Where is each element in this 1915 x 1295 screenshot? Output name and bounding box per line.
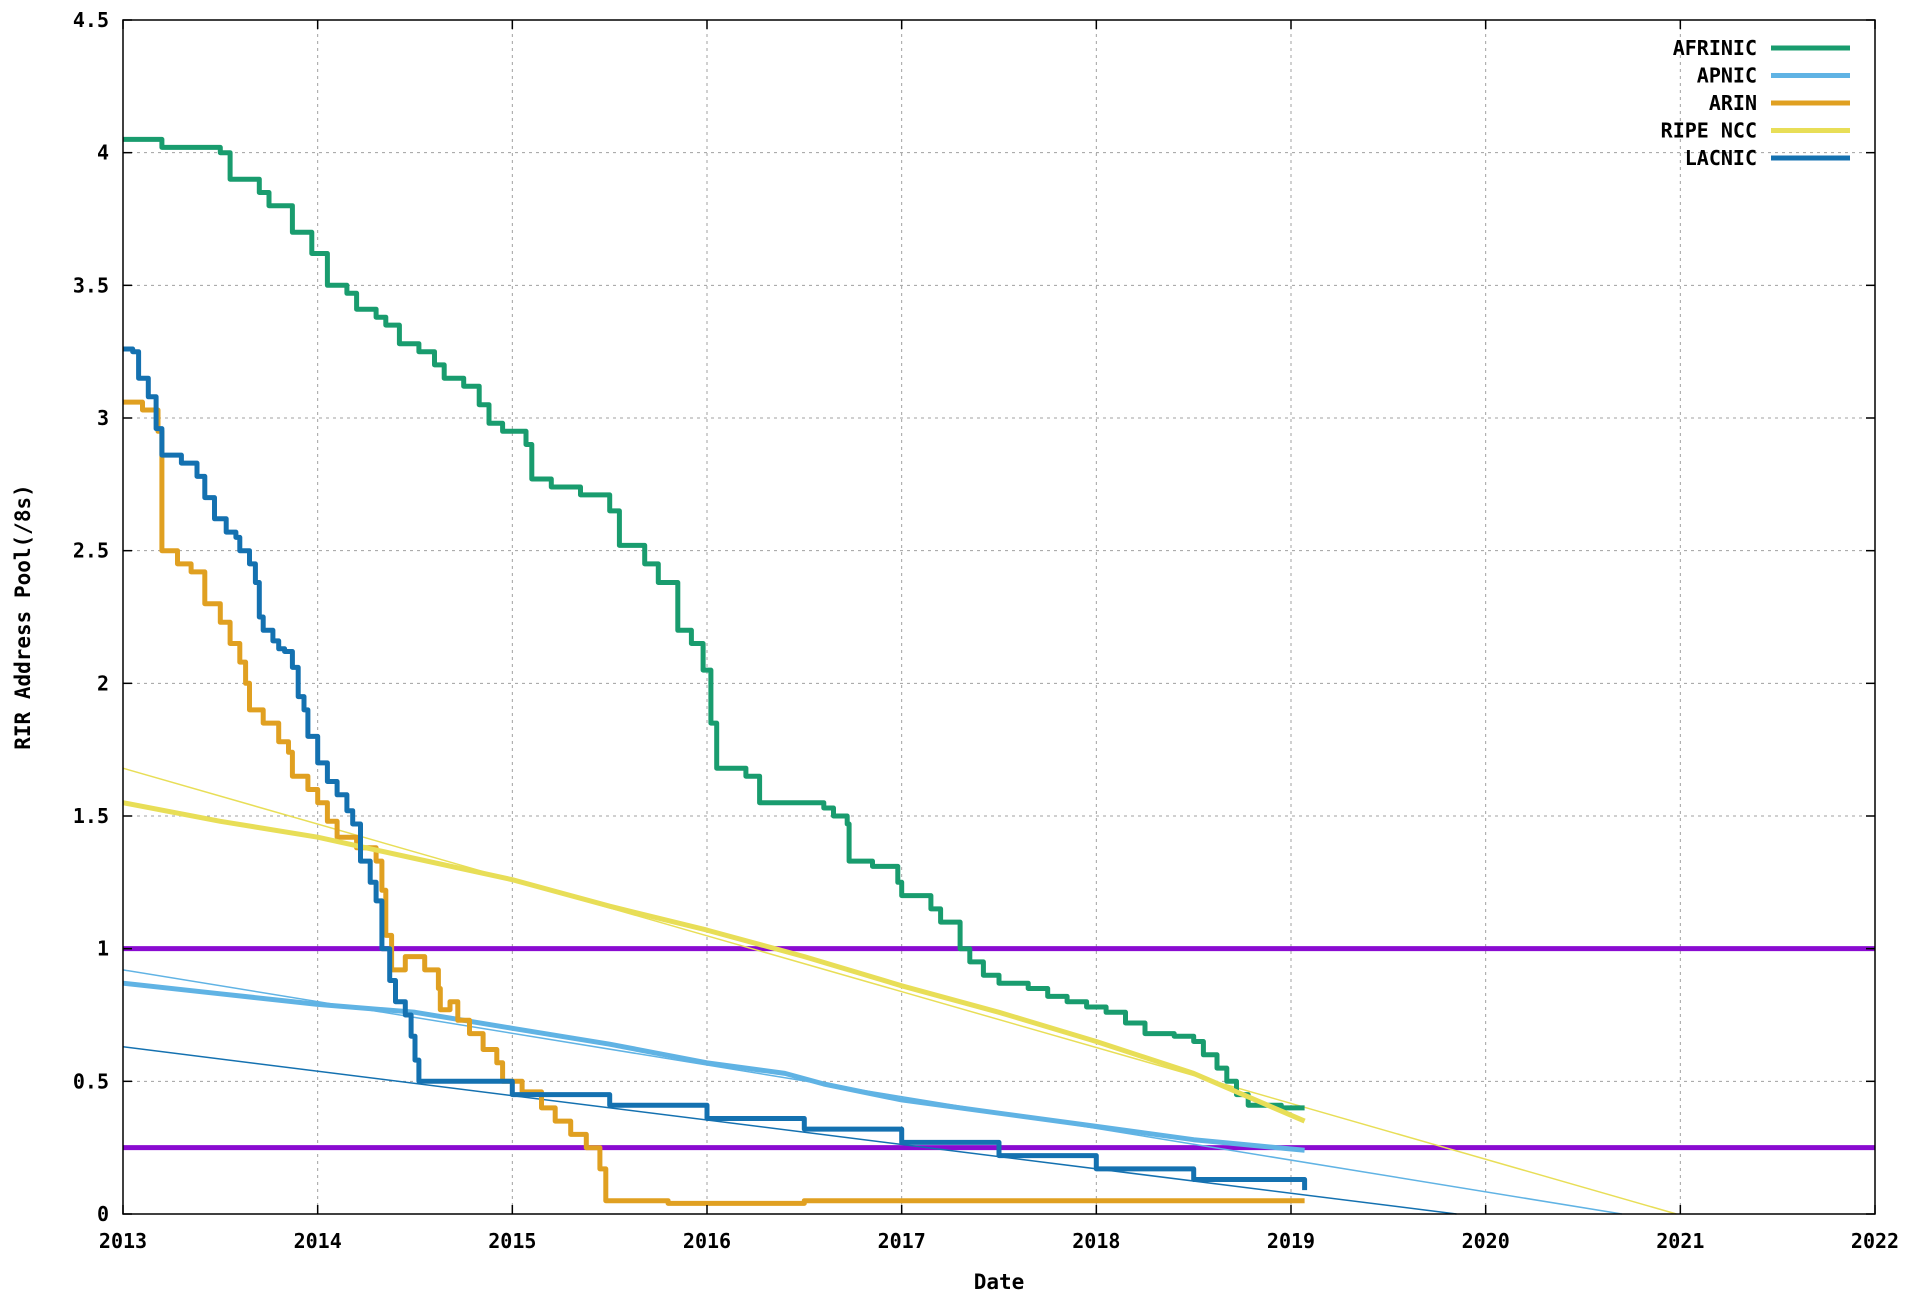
legend-label: ARIN [1709, 91, 1757, 115]
grid [123, 20, 1875, 1214]
y-tick-label: 4.5 [73, 8, 109, 32]
legend-label: RIPE NCC [1661, 119, 1757, 143]
y-axis-ticks: 0 0.5 1 1.5 2 2.5 3 3.5 4 4.5 [73, 8, 1875, 1226]
x-tick-label: 2014 [294, 1229, 342, 1253]
x-tick-label: 2015 [488, 1229, 536, 1253]
legend-label: APNIC [1697, 64, 1757, 88]
trend-line-ripe-ncc [122, 767, 1677, 1215]
x-axis-label: Date [974, 1270, 1025, 1294]
series-lines [122, 136, 1308, 1206]
series-line-arin [123, 399, 1305, 1206]
y-axis-label: RIR Address Pool(/8s) [11, 484, 35, 750]
legend: AFRINIC APNIC ARIN RIPE NCC LACNIC [1661, 36, 1850, 170]
y-tick-label: 0 [97, 1202, 109, 1226]
series-line-ripe-ncc [122, 800, 1306, 1124]
legend-label: AFRINIC [1673, 36, 1757, 60]
y-tick-label: 2 [97, 671, 109, 695]
x-tick-label: 2020 [1462, 1229, 1510, 1253]
x-axis-ticks: 2013 2014 2015 2016 2017 2018 2019 2020 2021 2022 [99, 20, 1899, 1253]
y-tick-label: 0.5 [73, 1069, 109, 1093]
y-tick-label: 2.5 [73, 539, 109, 563]
plot-frame [122, 19, 1876, 1215]
series-line-apnic [122, 980, 1305, 1153]
x-tick-label: 2022 [1851, 1229, 1899, 1253]
series-line-afrinic [123, 136, 1305, 1111]
y-tick-label: 4 [97, 141, 109, 165]
x-tick-label: 2019 [1267, 1229, 1315, 1253]
legend-label: LACNIC [1685, 146, 1757, 170]
y-tick-label: 3 [97, 406, 109, 430]
x-tick-label: 2021 [1656, 1229, 1704, 1253]
x-tick-label: 2013 [99, 1229, 147, 1253]
series-line-lacnic [123, 346, 1308, 1191]
x-tick-label: 2016 [683, 1229, 731, 1253]
y-tick-label: 3.5 [73, 273, 109, 297]
x-tick-label: 2017 [878, 1229, 926, 1253]
y-tick-label: 1 [97, 937, 109, 961]
trend-line-lacnic [122, 1046, 1457, 1215]
y-tick-label: 1.5 [73, 804, 109, 828]
x-tick-label: 2018 [1072, 1229, 1120, 1253]
